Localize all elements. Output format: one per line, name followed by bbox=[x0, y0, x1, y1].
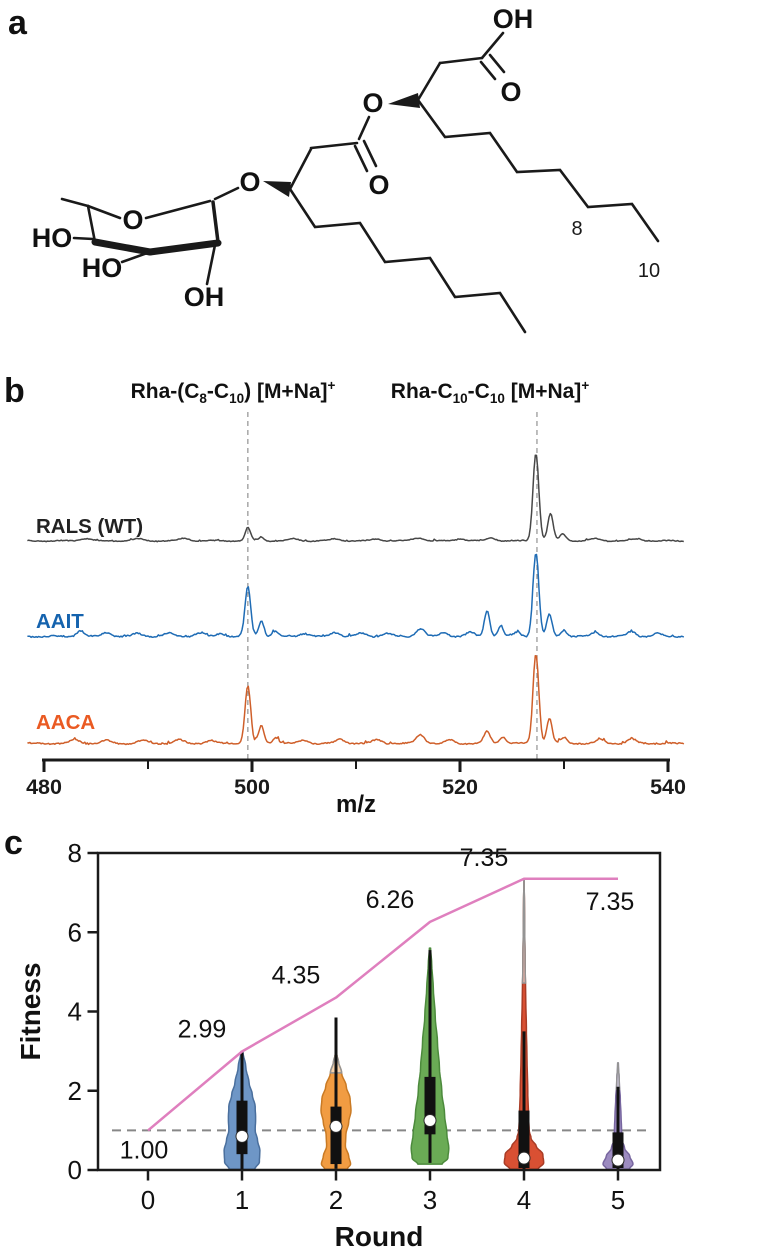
ms-trace-RALSWT bbox=[27, 454, 684, 543]
ms-trace-AAIT bbox=[27, 553, 685, 639]
y-axis-title: Fitness bbox=[15, 962, 46, 1060]
atom-o-acid-carbonyl: O bbox=[500, 77, 521, 107]
y-tick-label: 0 bbox=[68, 1155, 82, 1185]
mass-spectra-chart: RALS (WT) AAIT AACA 480 500 520 540 m/z bbox=[26, 412, 686, 815]
box-iqr-4 bbox=[518, 1110, 530, 1169]
peak-label-part: Rha-C bbox=[390, 380, 453, 403]
peak-label-part: -C bbox=[467, 380, 490, 403]
trace-label-AACA: AACA bbox=[36, 711, 95, 734]
median-dot-3 bbox=[423, 1113, 437, 1127]
x-tick-label: 4 bbox=[517, 1185, 531, 1215]
mz-tick-label: 540 bbox=[650, 775, 686, 799]
box-iqr-3 bbox=[424, 1076, 436, 1135]
box-iqr-5 bbox=[612, 1132, 624, 1169]
atom-labels: OH O O O O O HO HO OH bbox=[32, 4, 534, 312]
max-value-label-5: 7.35 bbox=[586, 888, 635, 916]
atom-oh-acid: OH bbox=[493, 4, 534, 34]
mz-tick-label: 480 bbox=[26, 775, 62, 799]
atom-o-ring: O bbox=[122, 205, 143, 235]
peak-label-sub: 10 bbox=[489, 391, 505, 406]
panel-c-letter: c bbox=[4, 824, 23, 862]
peak-label-part: Rha-(C bbox=[130, 380, 200, 403]
peak-label-sub: 8 bbox=[199, 391, 207, 406]
ms-trace-AACA bbox=[27, 654, 685, 746]
x-tick-label: 2 bbox=[329, 1185, 343, 1215]
wedge-bonds bbox=[263, 93, 420, 197]
max-value-label-2: 4.35 bbox=[272, 962, 321, 990]
box-iqr-2 bbox=[330, 1106, 342, 1165]
mz-tick-label: 500 bbox=[234, 775, 270, 799]
y-tick-label: 4 bbox=[68, 997, 82, 1027]
mz-axis-title: m/z bbox=[336, 791, 376, 815]
median-dot-2 bbox=[329, 1119, 343, 1133]
median-dot-4 bbox=[517, 1151, 531, 1165]
peak-label-sup: + bbox=[581, 378, 590, 393]
peak-label-rha-c10-c10: Rha-C10-C10 [M+Na]+ bbox=[391, 378, 589, 406]
atom-o-ester-link: O bbox=[362, 88, 383, 118]
peak-label-part: ) [M+Na] bbox=[244, 380, 328, 403]
max-value-label-3: 6.26 bbox=[366, 886, 415, 914]
mz-tick-label: 520 bbox=[442, 775, 478, 799]
peak-label-sub: 10 bbox=[452, 391, 468, 406]
violin-gray-tip-4 bbox=[521, 879, 527, 984]
peak-label-sub: 10 bbox=[229, 391, 245, 406]
peak-label-part: [M+Na] bbox=[504, 380, 582, 403]
chain-number-10: 10 bbox=[638, 260, 660, 282]
x-tick-label: 0 bbox=[141, 1185, 155, 1215]
wedge-ester bbox=[388, 93, 420, 108]
peak-label-rha-c8-c10: Rha-(C8-C10) [M+Na]+ bbox=[131, 378, 336, 406]
trace-label-AAIT: AAIT bbox=[36, 610, 84, 633]
chain-length-numbers: 8 10 bbox=[571, 218, 660, 282]
box-iqr-1 bbox=[236, 1100, 248, 1155]
wedge-glycosidic bbox=[263, 181, 291, 197]
y-tick-label: 6 bbox=[68, 917, 82, 947]
panel-a-letter: a bbox=[8, 4, 27, 42]
median-dot-1 bbox=[235, 1129, 249, 1143]
x-tick-label: 5 bbox=[611, 1185, 625, 1215]
chemical-structure-panel: OH O O O O O HO HO OH 8 10 bbox=[32, 4, 660, 334]
y-tick-label: 2 bbox=[68, 1076, 82, 1106]
max-fitness-line bbox=[147, 877, 618, 1132]
violin-gray-tip-5 bbox=[615, 1062, 621, 1090]
max-value-label-4: 7.35 bbox=[460, 844, 509, 872]
fitness-violin-chart: 1.00 2.99 4.35 6.26 7.35 7.35 0 1 2 3 4 5 0 2 4 6 8 Round… bbox=[15, 838, 662, 1252]
trace-label-RALSWT: RALS (WT) bbox=[36, 515, 143, 538]
max-value-label-1: 2.99 bbox=[178, 1016, 227, 1044]
atom-ho-lower: HO bbox=[82, 253, 123, 283]
panel-b-letter: b bbox=[4, 372, 25, 410]
max-value-label-0: 1.00 bbox=[120, 1136, 169, 1164]
peak-label-sup: + bbox=[327, 378, 336, 393]
x-tick-label: 1 bbox=[235, 1185, 249, 1215]
chain-number-8: 8 bbox=[571, 218, 582, 240]
median-dot-5 bbox=[611, 1153, 625, 1167]
bond-skeleton bbox=[60, 31, 660, 334]
x-tick-label: 3 bbox=[423, 1185, 437, 1215]
y-tick-label: 8 bbox=[68, 838, 82, 868]
atom-o-ester-carbonyl: O bbox=[368, 170, 389, 200]
x-axis-title: Round bbox=[335, 1221, 424, 1252]
atom-oh-bottom: OH bbox=[184, 282, 225, 312]
atom-o-glycosidic: O bbox=[239, 167, 260, 197]
atom-ho-left: HO bbox=[32, 223, 73, 253]
peak-label-part: -C bbox=[206, 380, 230, 403]
